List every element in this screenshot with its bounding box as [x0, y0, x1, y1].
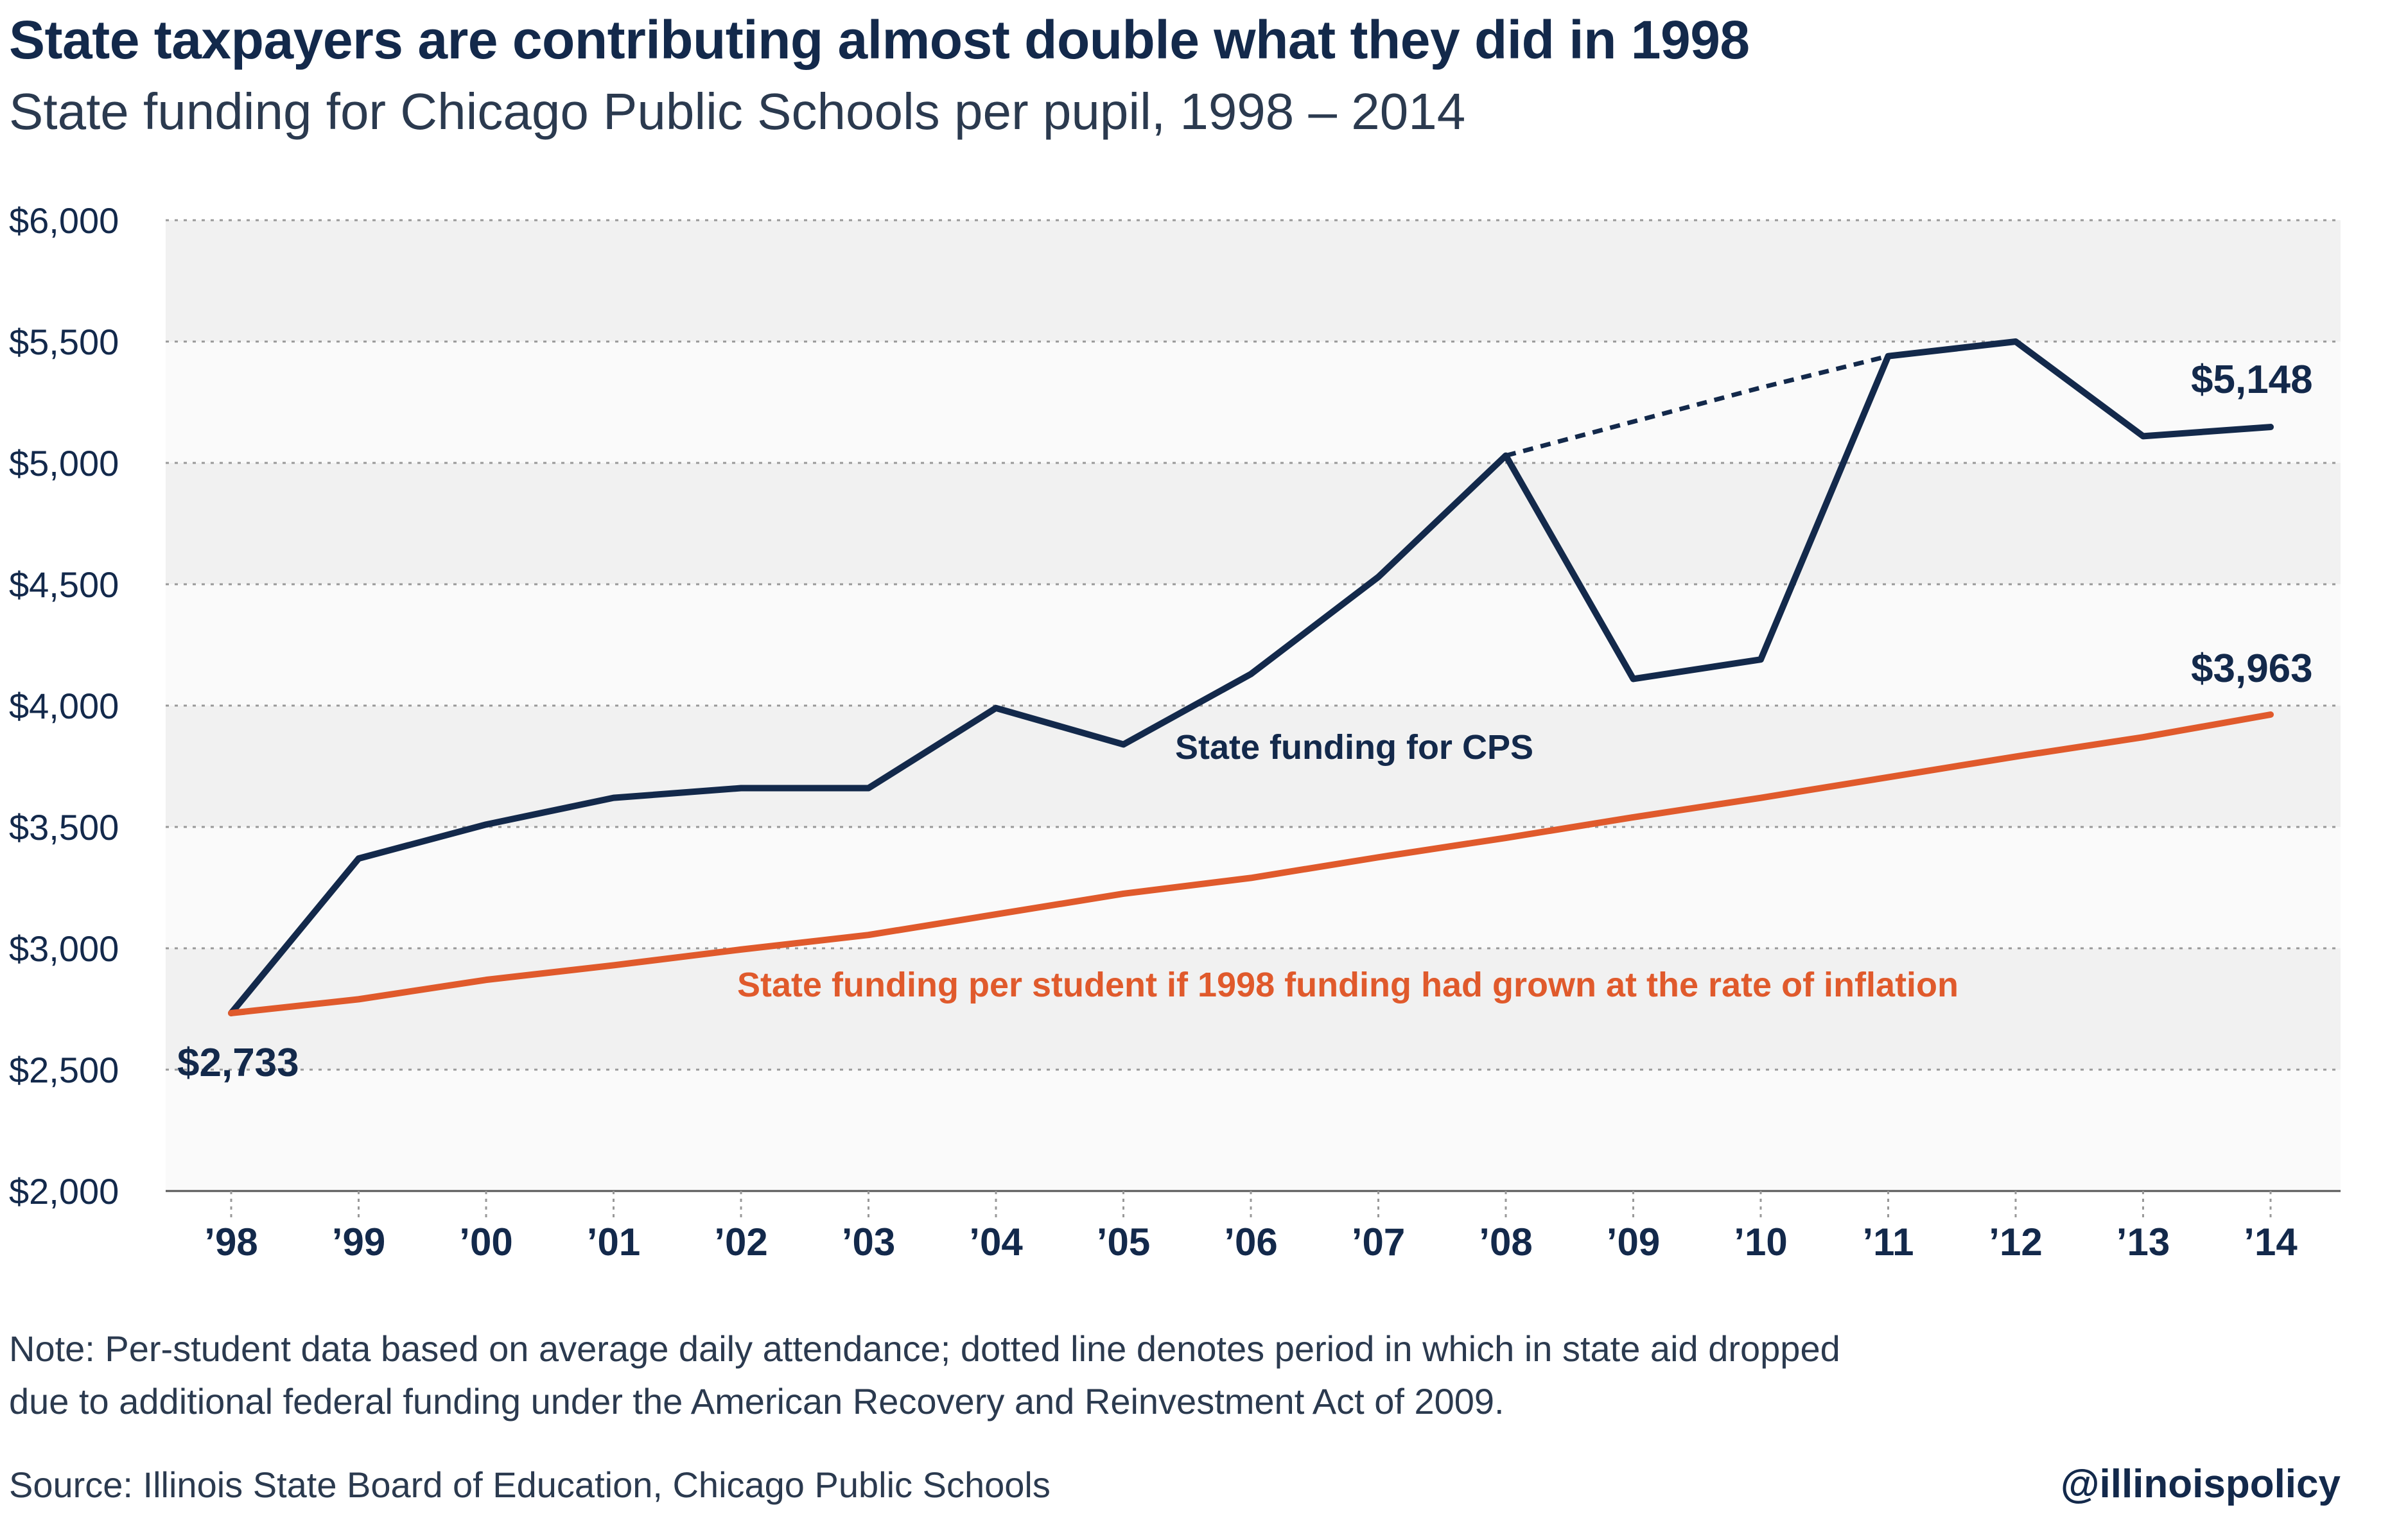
data-point: [1631, 815, 1636, 819]
y-tick-label: $5,000: [9, 443, 119, 483]
x-tick-label: ’08: [1479, 1221, 1532, 1264]
x-tick-label: ’04: [969, 1221, 1023, 1264]
data-point: [611, 963, 616, 968]
data-point: [739, 786, 743, 790]
plot-band: [166, 948, 2341, 1070]
data-label-cps-end: $5,148: [2191, 358, 2313, 402]
x-tick-label: ’12: [1989, 1221, 2042, 1264]
x-tick-label: ’03: [842, 1221, 895, 1264]
y-tick-label: $2,000: [9, 1171, 119, 1212]
data-label-inflation-end: $3,963: [2191, 647, 2313, 691]
series-label-cps: State funding for CPS: [1175, 728, 1533, 767]
projection-line: [1505, 354, 1889, 458]
data-point: [356, 856, 361, 861]
chart-title: State taxpayers are contributing almost …: [9, 10, 1750, 70]
data-point: [1121, 742, 1126, 747]
note-line-1: Note: Per-student data based on average …: [9, 1328, 1840, 1369]
chart-subtitle: State funding for Chicago Public Schools…: [9, 83, 1466, 140]
data-point: [1631, 677, 1636, 681]
grid-lines: [166, 219, 2341, 1192]
data-point: [739, 947, 743, 952]
plot-band: [166, 584, 2341, 706]
chart-source: Source: Illinois State Board of Educatio…: [9, 1465, 1051, 1505]
chart-note: Note: Per-student data based on average …: [9, 1323, 2128, 1428]
y-tick-label: $3,000: [9, 928, 119, 969]
data-point: [1376, 575, 1381, 579]
data-point: [356, 997, 361, 1002]
data-point: [1759, 657, 1763, 662]
data-point: [1886, 354, 1890, 358]
data-point: [1121, 891, 1126, 896]
data-point: [229, 1011, 233, 1015]
y-tick-label: $4,500: [9, 564, 119, 605]
data-point: [1249, 672, 1253, 676]
x-tick-label: ’01: [587, 1221, 640, 1264]
plot-band: [166, 706, 2341, 827]
plot-band: [166, 220, 2341, 342]
x-tick-label: ’00: [459, 1221, 512, 1264]
y-tick-label: $6,000: [9, 200, 119, 241]
x-tick-label: ’14: [2244, 1221, 2298, 1264]
plot-background: [166, 220, 2341, 1191]
x-tick-label: ’98: [204, 1221, 257, 1264]
y-tick-label: $4,000: [9, 686, 119, 726]
data-point: [2269, 425, 2273, 430]
data-point: [484, 978, 488, 982]
data-point: [1376, 855, 1381, 860]
data-point: [2014, 340, 2018, 343]
data-point: [611, 795, 616, 800]
data-point: [1249, 876, 1253, 880]
series-label-inflation: State funding per student if 1998 fundin…: [737, 966, 1959, 1004]
data-point: [2141, 434, 2145, 439]
brand-handle: @illinoispolicy: [2061, 1462, 2341, 1506]
x-tick-label: ’11: [1862, 1221, 1914, 1264]
x-tick-label: ’05: [1097, 1221, 1150, 1264]
data-point: [1504, 836, 1508, 840]
data-labels: State funding for CPS State funding per …: [177, 358, 2313, 1085]
line-chart: $2,000 $2,500 $3,000 $3,500 $4,000 $4,500 $5,0…: [9, 200, 2341, 1264]
y-tick-label: $3,500: [9, 807, 119, 848]
x-tick-label: ’02: [714, 1221, 767, 1264]
x-axis: ’98 ’99 ’00 ’01 ’02 ’03 ’04 ’05 ’06 ’07 ’08 ’09 ’10 ’…: [204, 1191, 2298, 1264]
data-point: [2269, 712, 2273, 717]
series-lines: [228, 338, 2274, 1016]
data-point: [2141, 735, 2145, 740]
data-point: [2014, 754, 2018, 759]
data-point: [1759, 795, 1763, 800]
data-point: [866, 933, 871, 937]
x-tick-label: ’09: [1607, 1221, 1660, 1264]
data-point: [484, 822, 488, 827]
data-point: [994, 912, 998, 917]
data-label-start: $2,733: [177, 1041, 299, 1085]
y-tick-label: $5,500: [9, 322, 119, 362]
y-axis: $2,000 $2,500 $3,000 $3,500 $4,000 $4,500 $5,0…: [9, 200, 119, 1212]
plot-band: [166, 342, 2341, 463]
x-tick-label: ’06: [1224, 1221, 1277, 1264]
data-point: [994, 706, 998, 710]
x-tick-label: ’13: [2116, 1221, 2170, 1264]
x-tick-label: ’10: [1734, 1221, 1787, 1264]
note-line-2: due to additional federal funding under …: [9, 1381, 1505, 1421]
y-tick-label: $2,500: [9, 1050, 119, 1090]
plot-band: [166, 463, 2341, 584]
plot-band: [166, 827, 2341, 948]
data-point: [1886, 775, 1890, 779]
x-tick-label: ’99: [332, 1221, 385, 1264]
plot-band: [166, 1070, 2341, 1191]
x-tick-label: ’07: [1352, 1221, 1405, 1264]
data-point: [866, 786, 871, 790]
